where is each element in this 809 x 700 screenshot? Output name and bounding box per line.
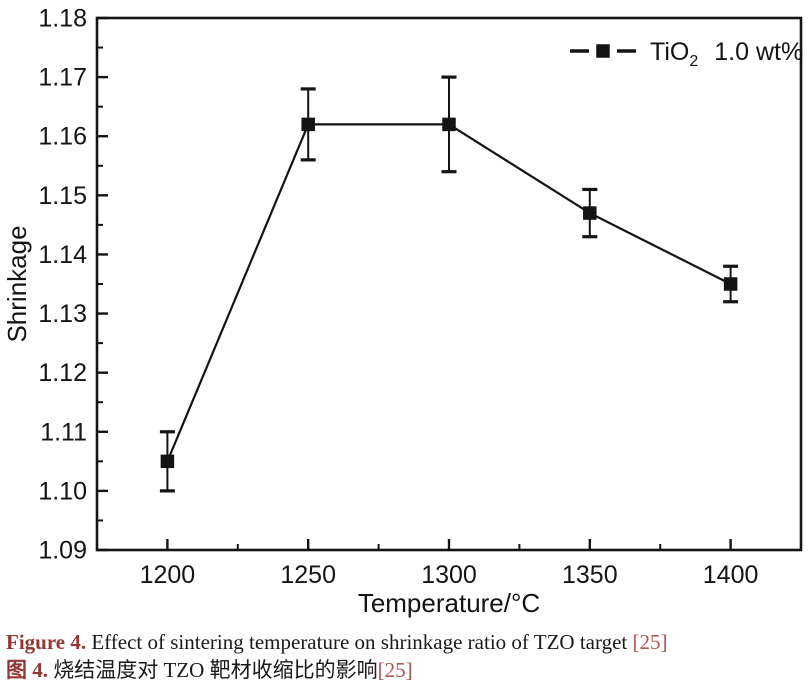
x-axis-tick-label: 1200 xyxy=(140,561,196,589)
y-axis-tick-label: 1.17 xyxy=(38,64,87,92)
legend-label: TiO2 1.0 wt% xyxy=(650,38,803,70)
y-axis-tick-label: 1.15 xyxy=(38,182,87,210)
shrinkage-chart: 1.09 1.10 1.11 1.12 1.13 1.14 1.15 1.16 1.17 1.18… xyxy=(2,5,803,619)
legend: TiO2 1.0 wt% xyxy=(570,38,803,70)
y-axis-tick-label: 1.10 xyxy=(38,477,87,505)
data-point-marker xyxy=(160,454,175,469)
figure-caption: Figure 4. Effect of sintering temperatur… xyxy=(6,628,809,684)
data-point-marker xyxy=(442,117,456,132)
figure-caption-ref-en: [25] xyxy=(632,630,668,654)
y-axis-tick-label: 1.11 xyxy=(40,418,87,446)
x-axis-tick-label: 1300 xyxy=(421,561,477,589)
y-axis-tick-label: 1.09 xyxy=(38,537,87,565)
series-line xyxy=(166,123,732,462)
figure-caption-english: Figure 4. Effect of sintering temperatur… xyxy=(6,628,809,656)
y-axis-tick-label: 1.12 xyxy=(38,359,87,387)
x-axis-tick-label: 1350 xyxy=(562,561,618,589)
data-point-marker xyxy=(301,117,315,132)
y-axis-tick-label: 1.14 xyxy=(38,241,87,269)
figure-caption-text-zh: 烧结温度对 TZO 靶材收缩比的影响 xyxy=(48,658,378,682)
y-axis-title: Shrinkage xyxy=(2,225,32,342)
x-axis-tick-label: 1250 xyxy=(280,561,336,589)
y-axis-tick-label: 1.18 xyxy=(38,5,87,33)
figure-caption-chinese: 图 4. 烧结温度对 TZO 靶材收缩比的影响[25] xyxy=(6,656,809,684)
y-axis-tick-label: 1.13 xyxy=(38,300,87,328)
data-point-marker xyxy=(583,206,597,220)
x-axis-tick-label: 1400 xyxy=(703,561,759,589)
figure-caption-label-en: Figure 4. xyxy=(6,630,87,654)
figure-caption-text-en: Effect of sintering temperature on shrin… xyxy=(86,630,633,654)
x-axis-title: Temperature/°C xyxy=(358,588,540,618)
data-point-marker xyxy=(723,277,738,291)
figure-caption-ref-zh: [25] xyxy=(377,658,413,682)
y-axis-tick-label: 1.16 xyxy=(38,123,87,151)
legend-marker-icon xyxy=(596,44,610,58)
figure-caption-label-zh: 图 4. xyxy=(6,658,48,682)
